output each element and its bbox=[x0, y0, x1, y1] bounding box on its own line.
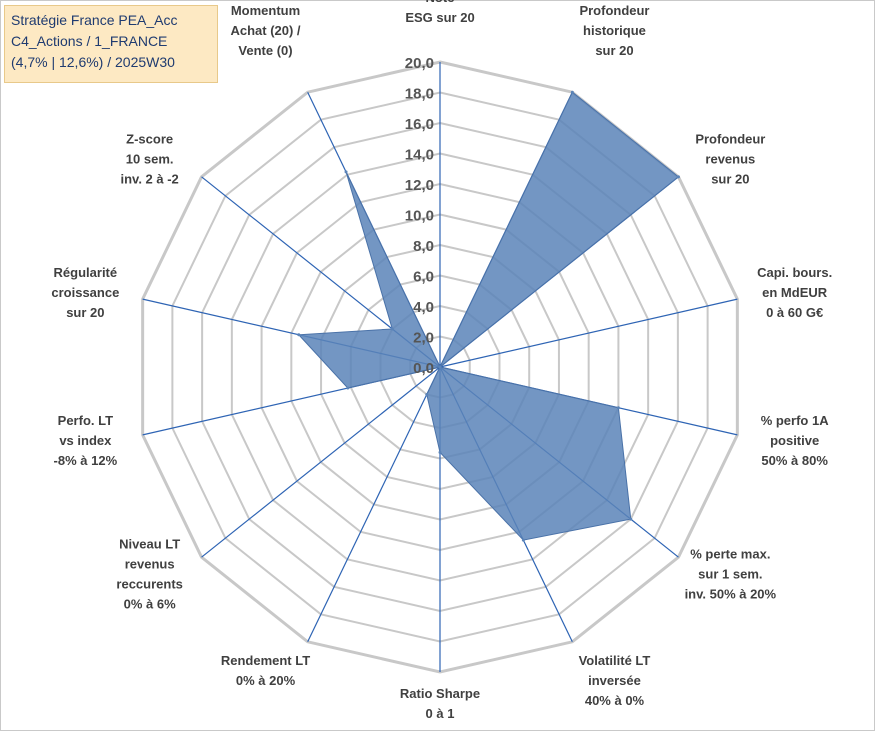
axis-label: Profondeur revenus sur 20 bbox=[695, 131, 765, 186]
radar-series bbox=[297, 90, 680, 542]
chart-title-line-1: Stratégie France PEA_Acc bbox=[11, 12, 178, 28]
data-point bbox=[629, 517, 633, 521]
axis-label: NoteESG sur 20 bbox=[405, 0, 474, 25]
tick-label: 6,0 bbox=[413, 269, 434, 286]
data-point bbox=[676, 175, 680, 179]
tick-label: 4,0 bbox=[413, 299, 434, 316]
axis-label: Régularité croissance sur 20 bbox=[51, 265, 119, 320]
data-point bbox=[438, 365, 442, 369]
axis-label: Rendement LT 0% à 20% bbox=[221, 653, 310, 688]
tick-label: 2,0 bbox=[413, 330, 434, 347]
series-area bbox=[297, 91, 680, 541]
chart-title-line-2: C4_Actions / 1_FRANCE bbox=[11, 33, 168, 49]
data-point bbox=[344, 170, 348, 174]
data-point bbox=[297, 333, 301, 337]
tick-label: 0,0 bbox=[413, 360, 434, 377]
tick-label: 16,0 bbox=[405, 116, 434, 133]
tick-label: 20,0 bbox=[405, 55, 434, 72]
tick-label: 8,0 bbox=[413, 238, 434, 255]
data-point bbox=[570, 90, 574, 94]
tick-label: 10,0 bbox=[405, 208, 434, 225]
axis-label: % perte max. sur 1 sem. inv. 50% à 20% bbox=[685, 547, 777, 602]
radial-tick-labels: 0,0 2,0 4,0 6,0 8,0 10,0 12,0 14,0 16,0 18,0 20,0 bbox=[405, 55, 434, 377]
chart-title-line-3: (4,7% | 12,6%) / 2025W30 bbox=[11, 54, 175, 70]
axis-label: Momentum Achat (20) / Vente (0) bbox=[230, 3, 300, 58]
spoke-line bbox=[201, 366, 441, 558]
data-point bbox=[346, 386, 350, 390]
data-point bbox=[438, 450, 442, 454]
spoke-line bbox=[439, 298, 738, 368]
axis-label: Z-score 10 sem. inv. 2 à -2 bbox=[121, 131, 179, 186]
axis-label: % perfo 1A positive 50% à 80% bbox=[761, 413, 830, 468]
data-point bbox=[425, 392, 429, 396]
data-point bbox=[616, 406, 620, 410]
chart-title: Stratégie France PEA_Acc C4_Actions / 1_… bbox=[4, 5, 218, 83]
tick-label: 18,0 bbox=[405, 86, 434, 103]
data-point bbox=[521, 538, 525, 542]
axis-label: Ratio Sharpe 0 à 1 bbox=[400, 686, 480, 721]
data-point bbox=[390, 327, 394, 331]
tick-label: 12,0 bbox=[405, 177, 434, 194]
tick-label: 14,0 bbox=[405, 147, 434, 164]
axis-label: Profondeur historique sur 20 bbox=[579, 3, 649, 58]
spoke-line bbox=[307, 366, 441, 643]
axis-label: Perfo. LT vs index -8% à 12% bbox=[54, 413, 118, 468]
axis-label: Volatilité LT inversée 40% à 0% bbox=[579, 653, 651, 708]
axis-label: Niveau LT revenus reccurents 0% à 6% bbox=[116, 537, 182, 612]
axis-label: Capi. bours. en MdEUR 0 à 60 G€ bbox=[757, 265, 832, 320]
